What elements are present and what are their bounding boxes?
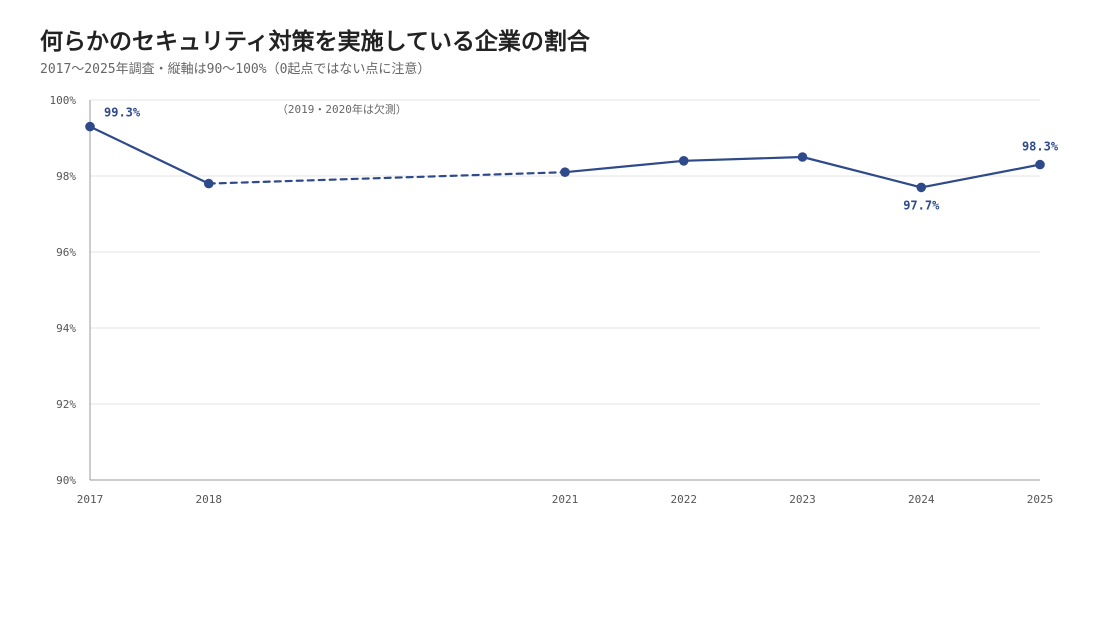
data-point — [203, 178, 214, 189]
data-point — [560, 167, 570, 177]
x-tick-label: 2021 — [552, 493, 579, 506]
x-tick-label: 2022 — [671, 493, 698, 506]
x-tick-label: 2025 — [1027, 493, 1054, 506]
chart-title: 何らかのセキュリティ対策を実施している企業の割合 — [40, 29, 590, 55]
x-tick-label: 2023 — [789, 493, 816, 506]
series-segment — [88, 125, 210, 185]
y-tick-label: 94% — [56, 322, 76, 335]
chart-subtitle: 2017〜2025年調査・縦軸は90〜100%（0起点ではない点に注意） — [40, 62, 431, 77]
data-point — [678, 156, 689, 166]
series-segment — [801, 155, 923, 189]
series-segment — [682, 155, 804, 162]
data-point — [916, 182, 927, 193]
missing-years-annotation: （2019・2020年は欠測） — [277, 102, 407, 116]
data-label: 98.3% — [1022, 140, 1059, 154]
data-point — [1035, 159, 1045, 170]
y-tick-label: 90% — [56, 474, 76, 487]
series-gap-segment — [207, 171, 567, 185]
data-label: 99.3% — [104, 106, 141, 120]
series-segment — [920, 163, 1042, 189]
x-tick-label: 2018 — [196, 493, 223, 506]
x-tick-label: 2024 — [908, 493, 935, 506]
x-tick-label: 2017 — [77, 493, 104, 506]
y-tick-label: 98% — [56, 170, 76, 183]
series-segment — [563, 159, 685, 174]
data-label: 97.7% — [903, 198, 940, 212]
data-point — [85, 121, 95, 132]
y-tick-label: 92% — [56, 398, 76, 411]
y-tick-label: 96% — [56, 246, 76, 259]
data-point — [797, 152, 808, 162]
y-tick-label: 100% — [50, 94, 77, 107]
